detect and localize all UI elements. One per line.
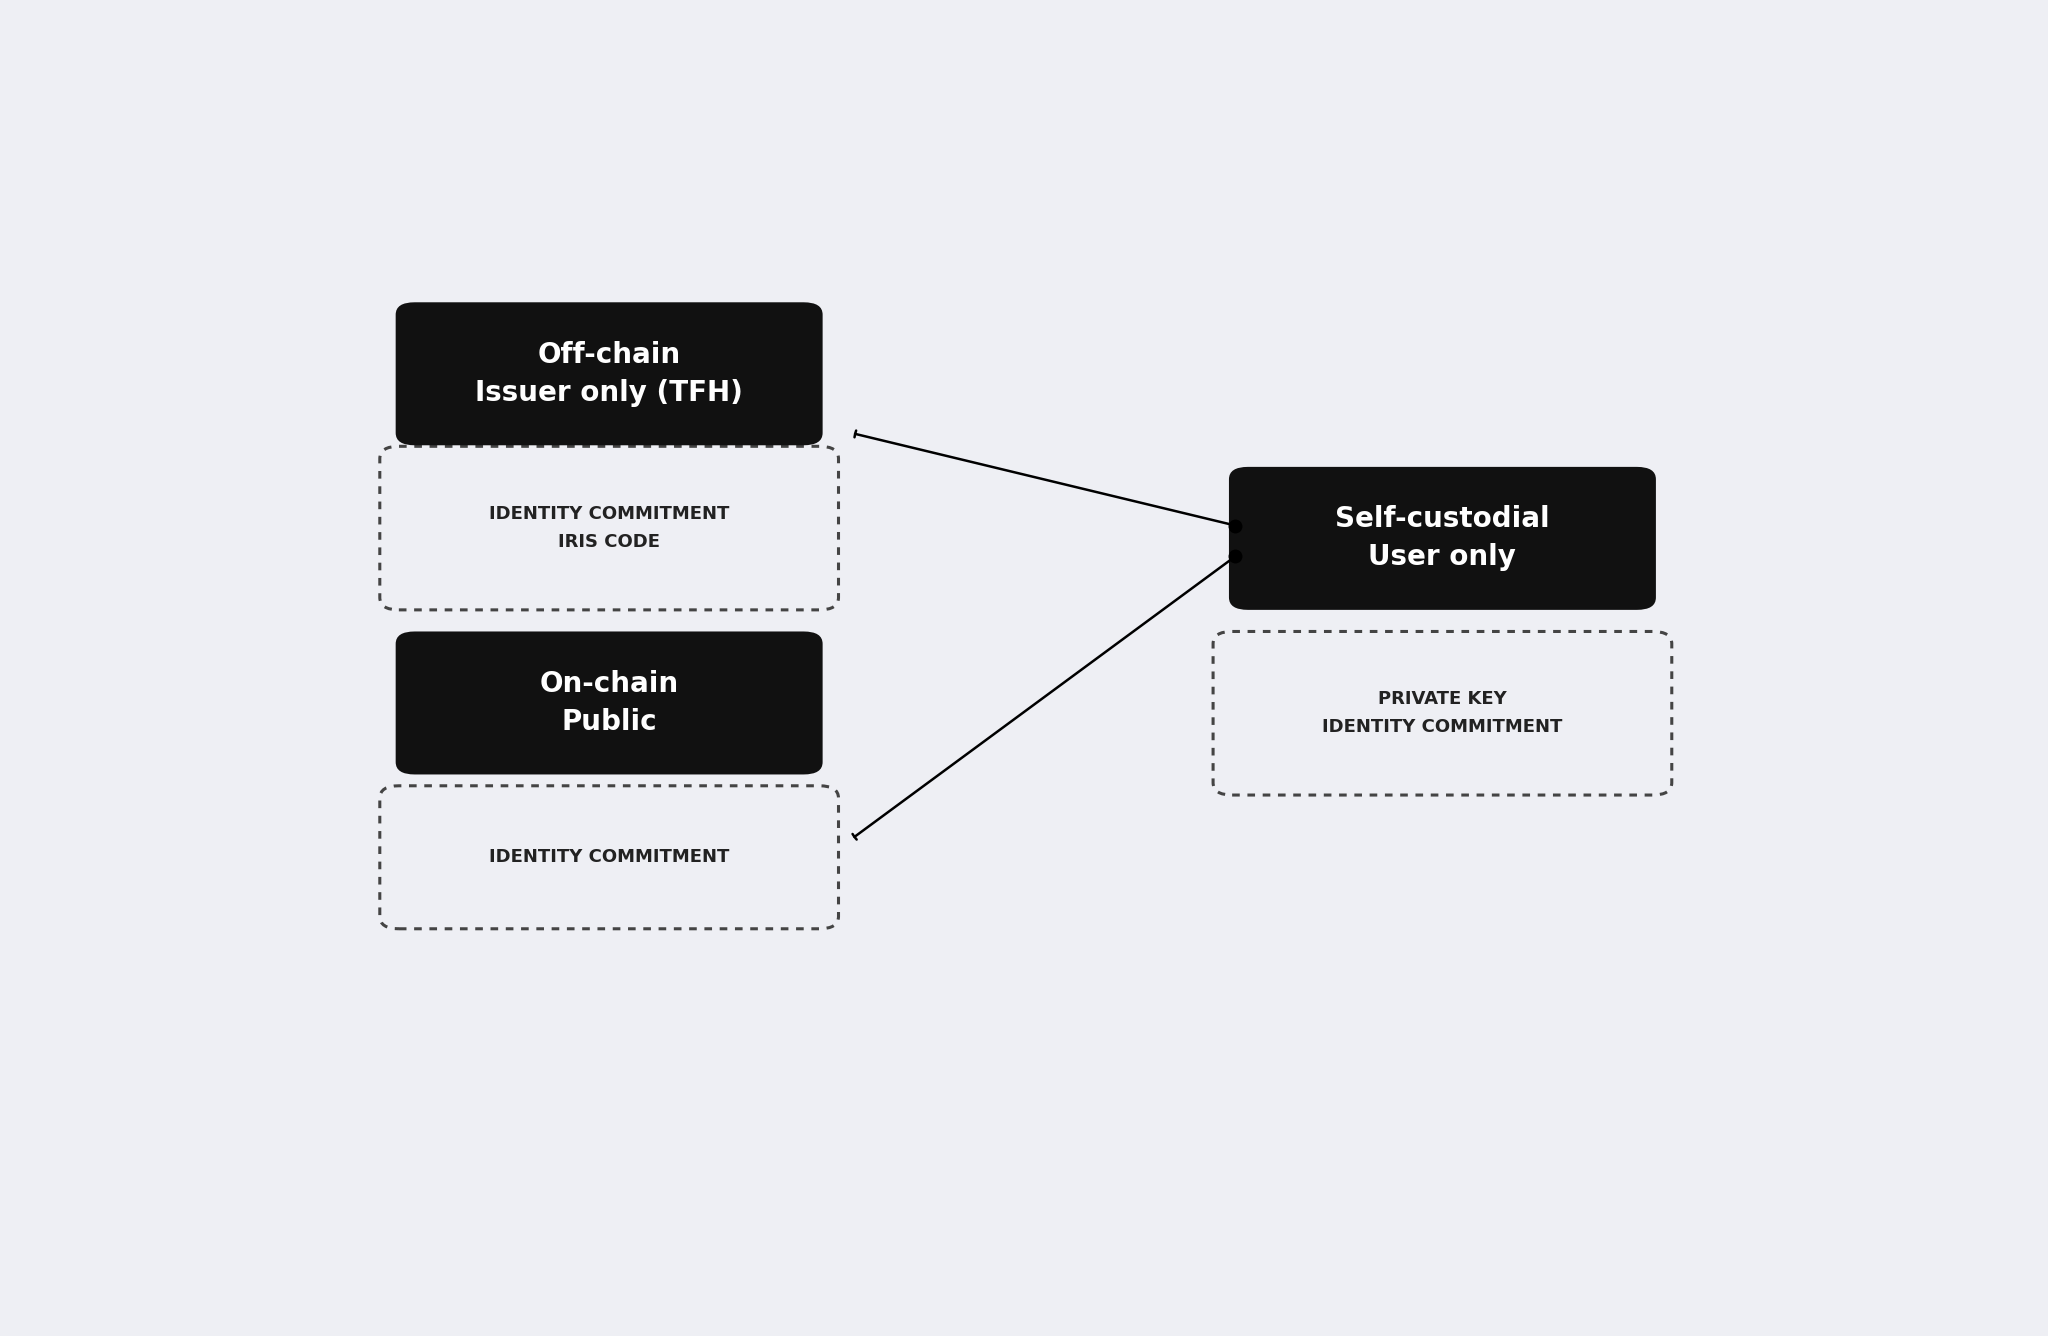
FancyBboxPatch shape [395,632,823,775]
Text: IDENTITY COMMITMENT: IDENTITY COMMITMENT [489,848,729,866]
Text: IDENTITY COMMITMENT
IRIS CODE: IDENTITY COMMITMENT IRIS CODE [489,505,729,550]
FancyBboxPatch shape [1212,632,1671,795]
Text: On-chain
Public: On-chain Public [539,671,678,736]
FancyBboxPatch shape [379,446,838,609]
Text: Off-chain
Issuer only (TFH): Off-chain Issuer only (TFH) [475,341,743,406]
Text: PRIVATE KEY
IDENTITY COMMITMENT: PRIVATE KEY IDENTITY COMMITMENT [1323,691,1563,736]
FancyBboxPatch shape [395,302,823,445]
Text: Self-custodial
User only: Self-custodial User only [1335,505,1550,572]
FancyBboxPatch shape [1229,466,1657,609]
FancyBboxPatch shape [379,786,838,929]
